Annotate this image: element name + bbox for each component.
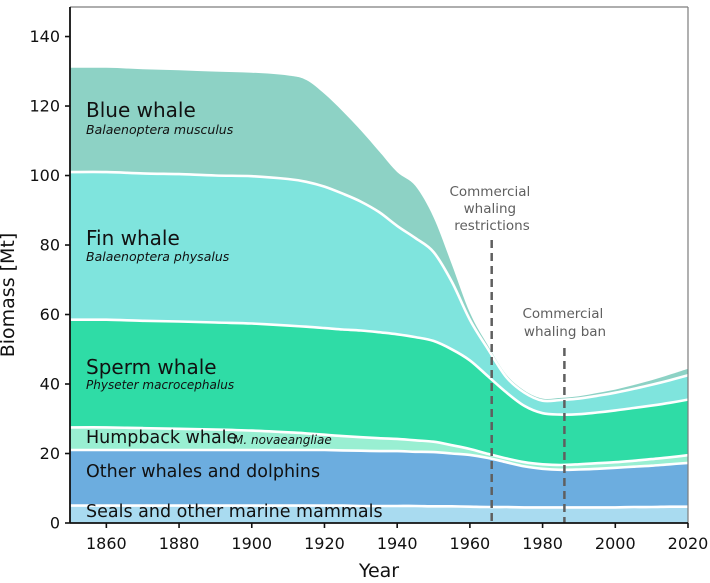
- y-tick-label: 60: [40, 305, 60, 324]
- band-separator-seals-top: [70, 504, 688, 509]
- restrictions-annotation: Commercial whaling restrictions: [449, 184, 534, 234]
- fin-whale-label: Fin whale: [86, 226, 180, 250]
- area-band-other-whales-dolphins: [70, 450, 688, 508]
- annotation-dashed-lines: [490, 240, 566, 523]
- fin-whale-latin-label: Balaenoptera physalus: [86, 249, 230, 264]
- x-tick-label: 2000: [595, 534, 636, 553]
- y-tick-label: 20: [40, 444, 60, 463]
- band-separator-other-whales-dolphins-top: [70, 448, 688, 472]
- blue-whale-label: Blue whale: [86, 98, 196, 122]
- y-tick-label: 40: [40, 375, 60, 394]
- stacked-area-bands: [70, 67, 688, 523]
- ban-annotation: Commercial whaling ban: [522, 306, 607, 340]
- humpback-whale-latin-label: M. novaeangliae: [233, 433, 332, 447]
- x-tick-label: 1880: [159, 534, 200, 553]
- band-separator-fin-whale-top: [70, 170, 688, 403]
- x-tick-label: 1940: [377, 534, 418, 553]
- y-tick-label: 100: [29, 166, 60, 185]
- sperm-whale-latin-label: Physeter macrocephalus: [86, 378, 234, 392]
- x-tick-label: 1980: [522, 534, 563, 553]
- x-tick-label: 2020: [668, 534, 709, 553]
- band-separator-sperm-whale-top: [70, 318, 688, 416]
- y-axis-title: Biomass [Mt]: [0, 233, 19, 358]
- band-separator-humpback-whale-top: [70, 426, 688, 467]
- seals-label: Seals and other marine mammals: [86, 502, 383, 522]
- y-tick-label: 0: [50, 514, 60, 533]
- axes: 1860 1880 1900 1920 1940 1960 1980 2000 2020 0 20 4…: [29, 6, 709, 553]
- x-tick-label: 1960: [450, 534, 491, 553]
- sperm-whale-label: Sperm whale: [86, 355, 217, 379]
- other-whales-label: Other whales and dolphins: [86, 462, 320, 482]
- area-band-blue-whale: [70, 67, 688, 402]
- area-band-seals: [70, 505, 688, 523]
- area-band-humpback-whale: [70, 427, 688, 470]
- x-tick-label: 1920: [304, 534, 345, 553]
- area-band-fin-whale: [70, 171, 688, 415]
- y-tick-label: 80: [40, 236, 60, 255]
- humpback-whale-label: Humpback whale: [86, 428, 237, 448]
- y-tick-label: 120: [29, 97, 60, 116]
- x-tick-label: 1860: [86, 534, 127, 553]
- blue-whale-latin-label: Balaenoptera musculus: [86, 122, 234, 137]
- y-tick-label: 140: [29, 27, 60, 46]
- x-tick-label: 1900: [231, 534, 272, 553]
- x-axis-title: Year: [358, 560, 399, 582]
